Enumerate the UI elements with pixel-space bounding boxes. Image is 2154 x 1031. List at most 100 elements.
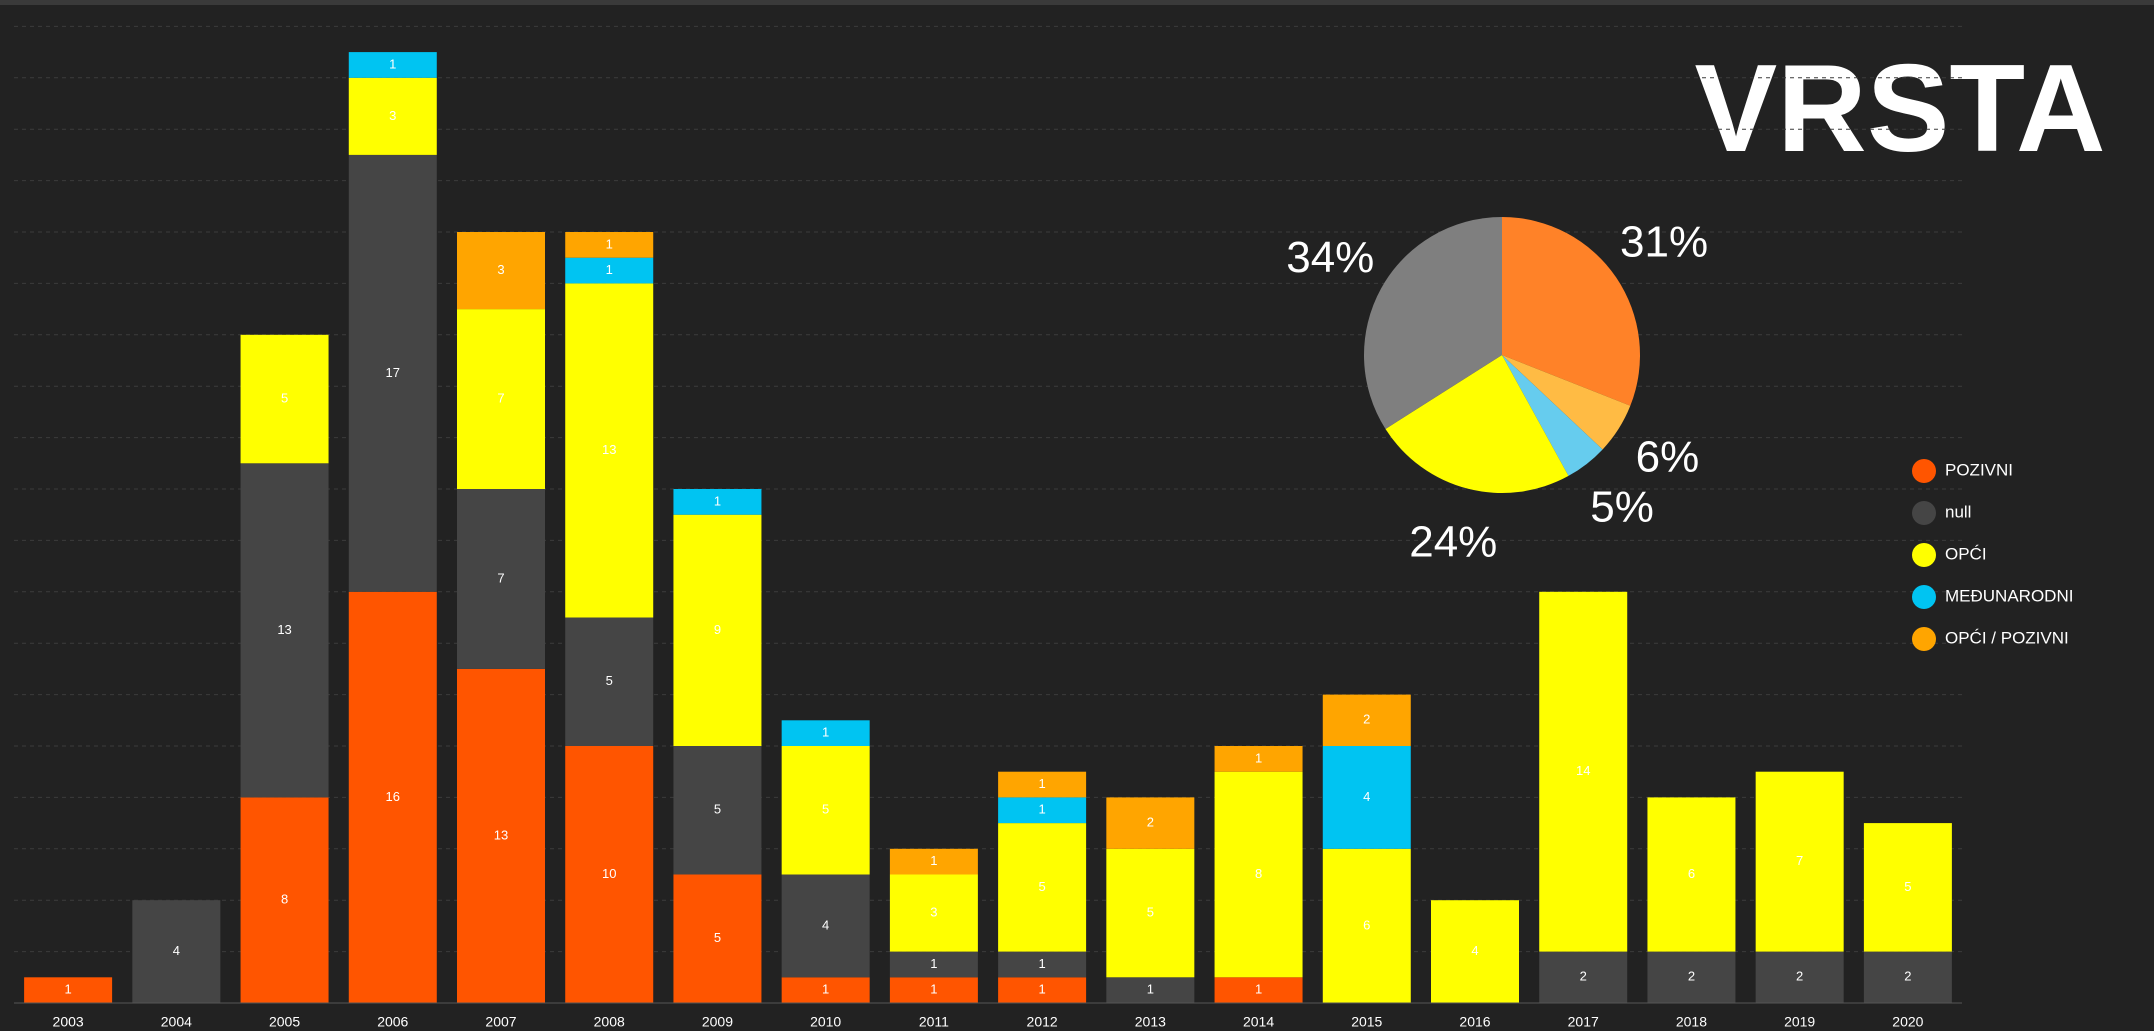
bar-segment [240,334,329,464]
bar-segment [781,720,870,746]
bar-segment [673,746,762,875]
data-label: 8 [281,892,288,907]
pie-slice [1502,355,1603,476]
bar-segment [889,951,978,978]
x-tick-label: 2011 [919,1014,949,1030]
bar-segment [565,746,654,1003]
data-label: 1 [930,956,937,971]
data-label: 4 [173,943,180,958]
data-label: 4 [822,917,829,932]
bar-segment [457,232,545,310]
bar-segment [348,77,437,155]
legend-label: MEĐUNARODNI [1945,586,2073,605]
data-label: 1 [822,982,829,997]
x-tick-label: 2017 [1568,1014,1599,1030]
bar-segment [1106,848,1195,978]
bar-segment [673,514,762,746]
data-label: 1 [1038,802,1045,817]
pie-label: 34% [1286,233,1374,282]
data-label: 6 [1688,866,1695,881]
data-label: 7 [497,570,504,585]
bar-segment [348,591,437,1003]
bar-segment [565,283,654,618]
bar-segment [998,771,1087,798]
data-label: 1 [1255,750,1262,765]
bar-segment [673,874,762,1003]
bar-segment [1647,951,1736,1003]
x-tick-label: 2014 [1243,1014,1274,1030]
bar-segment [1755,951,1844,1003]
legend-label: null [1945,502,1971,521]
data-label: 16 [386,789,400,804]
bar-segment [1106,797,1195,849]
data-label: 1 [389,56,396,71]
bar-segment [1863,823,1952,952]
bar-segment [1647,797,1736,952]
pie-label: 6% [1636,433,1700,482]
data-label: 5 [714,930,721,945]
data-label: 10 [602,866,616,881]
legend-swatch [1912,501,1936,525]
bar-segment [1539,951,1628,1003]
pie-slice [1502,217,1641,406]
bar-segment [240,463,329,798]
bar-segment [998,977,1087,1003]
x-tick-label: 2019 [1784,1014,1815,1030]
bar-segment [781,746,870,875]
pie-label: 24% [1409,517,1497,566]
x-tick-label: 2013 [1135,1014,1166,1030]
bar-segment [998,823,1087,952]
data-label: 2 [1363,712,1370,727]
data-label: 1 [714,493,721,508]
x-tick-label: 2004 [161,1014,192,1030]
x-tick-label: 2020 [1892,1014,1923,1030]
bar-segment [1322,746,1411,849]
pie-slice [1502,355,1631,450]
legend-swatch [1912,459,1936,483]
data-label: 5 [281,390,288,405]
pie-label: 31% [1620,217,1708,266]
pie-slice [1385,355,1569,494]
bar-segment [889,848,978,875]
top-border [0,0,2154,5]
data-label: 17 [386,365,400,380]
data-label: 6 [1363,917,1370,932]
x-tick-label: 2008 [594,1014,625,1030]
bar-segment [457,309,545,489]
data-label: 1 [930,982,937,997]
bar-segment [348,154,437,592]
data-label: 2 [1580,969,1587,984]
bar-segment [1755,771,1844,952]
x-tick-label: 2016 [1459,1014,1490,1030]
data-label: 13 [494,827,508,842]
data-label: 1 [606,236,613,251]
chart-title: VRSTA [1694,40,2105,178]
pie-label: 5% [1590,482,1654,531]
bar-segment [1214,771,1303,978]
data-label: 8 [1255,866,1262,881]
data-label: 2 [1147,815,1154,830]
data-label: 1 [930,853,937,868]
data-label: 2 [1796,969,1803,984]
x-tick-label: 2003 [53,1014,84,1030]
data-label: 1 [822,725,829,740]
bar-segment [240,797,329,1003]
data-label: 4 [1471,943,1478,958]
data-label: 1 [1038,956,1045,971]
bar-segment [1431,900,1519,1003]
legend-label: OPĆI / POZIVNI [1945,628,2069,647]
data-label: 5 [606,673,613,688]
legend-swatch [1912,543,1936,567]
data-label: 2 [1904,969,1911,984]
bar-segment [781,977,870,1003]
data-label: 1 [1147,982,1154,997]
bar-segment [1863,951,1952,1003]
data-label: 5 [1038,879,1045,894]
x-tick-label: 2006 [377,1014,408,1030]
data-label: 5 [1147,904,1154,919]
bar-segment [673,489,762,515]
x-tick-label: 2015 [1351,1014,1382,1030]
data-label: 3 [497,262,504,277]
bar-segment [998,797,1087,824]
